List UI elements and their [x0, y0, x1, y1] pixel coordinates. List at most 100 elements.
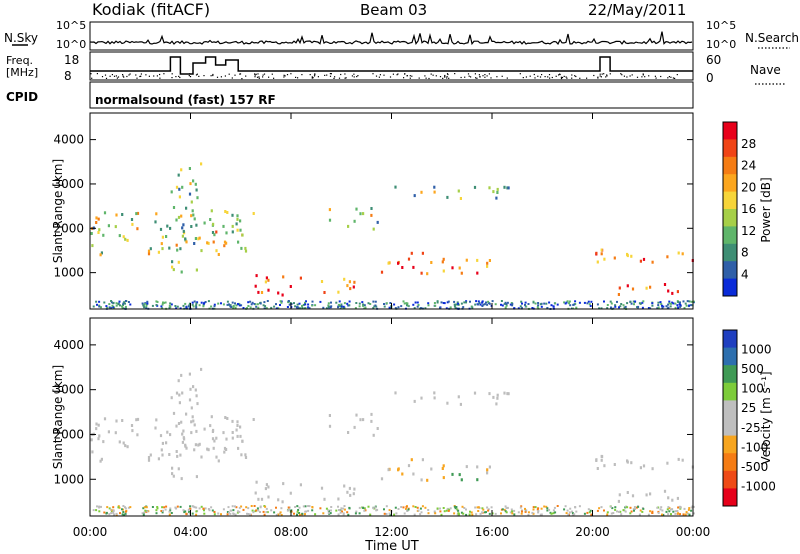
velocity-cell — [176, 454, 179, 458]
power-cell — [642, 257, 646, 261]
nave-dot — [484, 76, 486, 78]
power-cell — [282, 275, 285, 279]
velocity-cell — [98, 505, 101, 508]
power-cell — [660, 303, 663, 306]
velocity-cell — [677, 506, 680, 509]
power-cell — [235, 222, 238, 226]
power-cell — [168, 304, 171, 307]
nave-dot — [96, 73, 98, 75]
power-cell — [477, 303, 480, 306]
nave-dot — [490, 77, 492, 79]
velocity-cell — [277, 498, 280, 502]
nave-dot — [579, 77, 581, 79]
velocity-cell — [603, 509, 605, 512]
velocity-cell — [453, 512, 456, 515]
velocity-cell — [370, 419, 373, 423]
power-cell — [193, 300, 196, 303]
velocity-cell — [105, 512, 108, 515]
velocity-cell — [190, 420, 193, 424]
velocity-cell — [634, 508, 637, 510]
power-cell — [630, 254, 633, 258]
power-cell — [112, 306, 115, 308]
velocity-cell — [426, 478, 429, 482]
nave-dot — [482, 75, 484, 77]
power-cell — [311, 304, 314, 307]
velocity-cell — [210, 415, 213, 419]
power-cell — [667, 303, 670, 306]
power-cell — [692, 300, 695, 303]
nave-dot — [189, 76, 192, 78]
power-cell — [231, 230, 234, 234]
nave-dot — [522, 77, 524, 79]
power-cell — [222, 303, 225, 306]
power-cell — [124, 305, 127, 308]
power-cell — [511, 302, 514, 305]
velocity-cell — [304, 513, 306, 516]
nave-dot — [575, 75, 577, 78]
power-cell — [267, 278, 270, 282]
velocity-cell — [192, 419, 195, 423]
nave-dot — [547, 76, 549, 78]
power-cell — [622, 304, 625, 307]
power-cell — [449, 306, 452, 309]
velocity-cell — [108, 513, 111, 516]
power-cell — [476, 258, 479, 262]
power-cell — [327, 304, 330, 307]
power-cell — [362, 212, 365, 216]
colorbar-tick: 1000 — [741, 343, 772, 357]
velocity-cell — [649, 510, 652, 513]
velocity-cell — [548, 508, 551, 511]
power-cell — [342, 305, 345, 308]
velocity-cell — [631, 494, 635, 498]
velocity-cell — [611, 507, 614, 510]
velocity-cell — [273, 511, 276, 514]
velocity-cell — [383, 508, 385, 511]
velocity-cell — [181, 440, 184, 444]
colorbar-segment — [723, 488, 737, 507]
power-cell — [200, 301, 203, 304]
velocity-cell — [550, 512, 553, 515]
power-cell — [254, 284, 257, 288]
velocity-cell — [417, 509, 420, 512]
velocity-cell — [245, 506, 248, 509]
power-cell — [491, 300, 494, 303]
velocity-cell — [107, 430, 110, 434]
velocity-cell — [414, 506, 417, 508]
nave-dot — [241, 78, 243, 80]
velocity-cell — [195, 506, 198, 509]
y-tick-label: 1000 — [53, 266, 84, 280]
velocity-cell — [169, 433, 172, 437]
nave-dot — [644, 76, 646, 78]
power-cell — [286, 306, 289, 308]
nave-dot — [239, 73, 242, 75]
velocity-cell — [355, 413, 358, 417]
nave-dot — [676, 74, 678, 76]
power-cell — [420, 271, 423, 275]
nave-dot — [196, 73, 198, 75]
velocity-cell — [124, 507, 127, 510]
power-cell — [178, 187, 181, 191]
power-cell — [620, 303, 623, 305]
velocity-cell — [117, 506, 120, 509]
power-cell — [180, 168, 183, 172]
power-cell — [279, 300, 282, 303]
nave-dot — [501, 75, 503, 77]
power-cell — [668, 300, 671, 303]
velocity-cell — [590, 513, 593, 516]
power-cell — [168, 246, 171, 250]
power-cell — [257, 306, 260, 309]
velocity-cell — [213, 439, 216, 443]
nave-dot — [392, 73, 394, 75]
velocity-cell — [112, 510, 115, 512]
velocity-cell — [175, 391, 179, 395]
velocity-cell — [503, 508, 506, 511]
power-cell — [545, 302, 548, 305]
power-cell — [639, 259, 642, 263]
power-cell — [505, 303, 508, 306]
power-cell — [155, 300, 158, 303]
velocity-cell — [596, 509, 599, 512]
velocity-cell — [299, 483, 302, 487]
velocity-cell — [563, 508, 566, 511]
power-cell — [524, 303, 526, 306]
power-cell — [98, 228, 101, 232]
